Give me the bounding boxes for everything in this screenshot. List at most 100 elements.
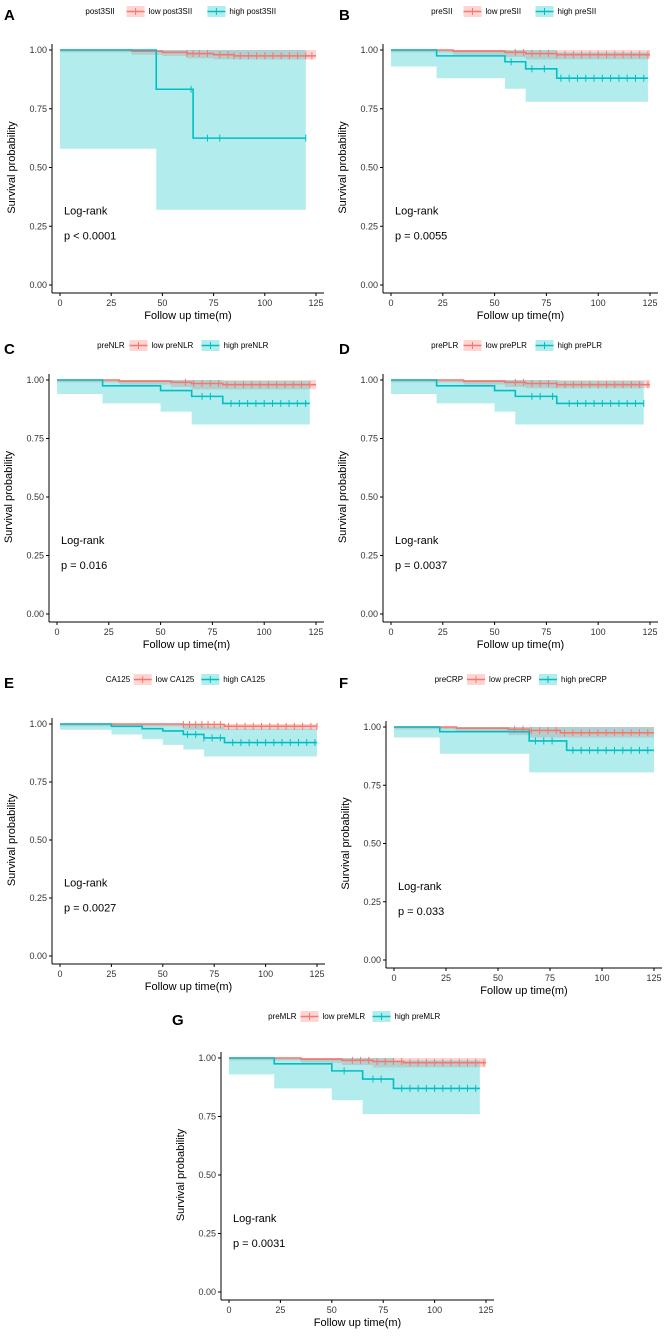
panel-label: A (4, 7, 15, 24)
x-tick-label: 100 (591, 627, 606, 637)
x-tick-label: 50 (156, 627, 166, 637)
x-tick-label: 50 (158, 969, 168, 979)
logrank-label: Log-rank (64, 206, 108, 218)
x-tick-label: 75 (209, 298, 219, 308)
y-axis-title: Survival probability (6, 793, 18, 886)
survival-curve-low (60, 723, 317, 728)
survival-curve-high (229, 1057, 480, 1090)
legend-title: preMLR (268, 1012, 297, 1021)
ci-ribbon-high (229, 1058, 480, 1115)
y-tick-label: 0.25 (360, 551, 378, 561)
x-axis-title: Follow up time(m) (480, 985, 567, 997)
y-tick-label: 0.50 (360, 492, 378, 502)
panel-label: D (339, 341, 350, 358)
y-tick-label: 1.00 (363, 722, 381, 732)
x-tick-label: 0 (54, 627, 59, 637)
y-tick-label: 0.00 (26, 609, 44, 619)
ci-ribbon-low (229, 1058, 486, 1068)
x-tick-label: 25 (438, 298, 448, 308)
x-tick-label: 0 (388, 627, 393, 637)
legend-label-high: high CA125 (223, 675, 265, 684)
x-tick-label: 25 (438, 627, 448, 637)
legend-label-low: low preSII (486, 7, 522, 16)
x-tick-label: 100 (258, 969, 273, 979)
x-tick-label: 125 (642, 298, 657, 308)
p-value-label: p = 0.033 (398, 906, 444, 918)
x-axis-title: Follow up time(m) (143, 639, 230, 651)
legend-title: CA125 (106, 675, 131, 684)
y-tick-label: 1.00 (360, 45, 378, 55)
x-tick-label: 75 (541, 298, 551, 308)
logrank-label: Log-rank (395, 206, 439, 218)
legend-label-high: high post3SII (229, 7, 276, 16)
legend: preCRP low preCRP high preCRP (435, 674, 607, 685)
survival-curve-low (229, 1057, 486, 1064)
logrank-label: Log-rank (233, 1213, 277, 1225)
y-tick-label: 0.25 (363, 897, 381, 907)
x-tick-label: 0 (57, 969, 62, 979)
x-tick-label: 100 (591, 298, 606, 308)
ci-ribbon-low (391, 50, 650, 60)
legend: preSII low preSII high preSII (431, 6, 596, 17)
legend-title: preNLR (97, 341, 125, 350)
survival-curve-low (57, 379, 316, 386)
legend-label-high: high preCRP (561, 675, 607, 684)
x-axis-title: Follow up time(m) (477, 639, 564, 651)
y-tick-label: 0.00 (360, 280, 378, 290)
ci-ribbon-high (391, 380, 644, 425)
x-tick-label: 75 (209, 969, 219, 979)
x-tick-label: 125 (646, 973, 661, 983)
y-tick-label: 0.25 (26, 551, 44, 561)
y-tick-label: 1.00 (360, 375, 378, 385)
x-tick-label: 75 (378, 1305, 388, 1315)
ci-ribbon-high (60, 724, 317, 757)
survival-curve-high (394, 726, 654, 752)
x-tick-label: 0 (391, 973, 396, 983)
ci-ribbon-low (60, 724, 317, 730)
x-axis-title: Follow up time(m) (144, 310, 231, 322)
survival-curve-high (57, 379, 310, 405)
y-tick-label: 0.00 (360, 609, 378, 619)
y-tick-label: 0.50 (29, 163, 47, 173)
x-tick-label: 100 (427, 1305, 442, 1315)
y-tick-label: 0.75 (198, 1112, 216, 1122)
x-tick-label: 0 (226, 1305, 231, 1315)
p-value-label: p = 0.0055 (395, 231, 447, 243)
x-tick-label: 25 (104, 627, 114, 637)
p-value-label: p = 0.0031 (233, 1238, 285, 1250)
y-tick-label: 1.00 (29, 719, 47, 729)
x-axis-title: Follow up time(m) (477, 310, 564, 322)
y-tick-label: 0.75 (363, 780, 381, 790)
ci-ribbon-high (60, 50, 306, 210)
y-tick-label: 0.50 (198, 1170, 216, 1180)
y-tick-label: 0.25 (198, 1229, 216, 1239)
y-tick-label: 0.00 (363, 955, 381, 965)
legend-label-low: low post3SII (149, 7, 193, 16)
survival-curve-high (60, 49, 306, 139)
ci-ribbon-low (57, 380, 316, 390)
y-axis-title: Survival probability (3, 450, 15, 543)
x-tick-label: 25 (106, 298, 116, 308)
y-axis-title: Survival probability (337, 121, 349, 214)
legend-title: post3SII (85, 7, 114, 16)
x-axis-title: Follow up time(m) (145, 981, 232, 993)
legend-label-high: high prePLR (558, 341, 603, 350)
legend-label-low: low prePLR (486, 341, 528, 350)
y-tick-label: 0.25 (29, 221, 47, 231)
x-tick-label: 125 (308, 298, 323, 308)
legend-label-low: low preCRP (489, 675, 532, 684)
y-tick-label: 0.25 (29, 893, 47, 903)
x-tick-label: 0 (57, 298, 62, 308)
x-tick-label: 50 (490, 298, 500, 308)
y-tick-label: 0.75 (26, 434, 44, 444)
x-tick-label: 100 (594, 973, 609, 983)
x-tick-label: 0 (388, 298, 393, 308)
survival-curve-low (394, 726, 654, 734)
survival-curve-high (391, 49, 648, 79)
x-tick-label: 25 (441, 973, 451, 983)
y-tick-label: 0.50 (363, 839, 381, 849)
